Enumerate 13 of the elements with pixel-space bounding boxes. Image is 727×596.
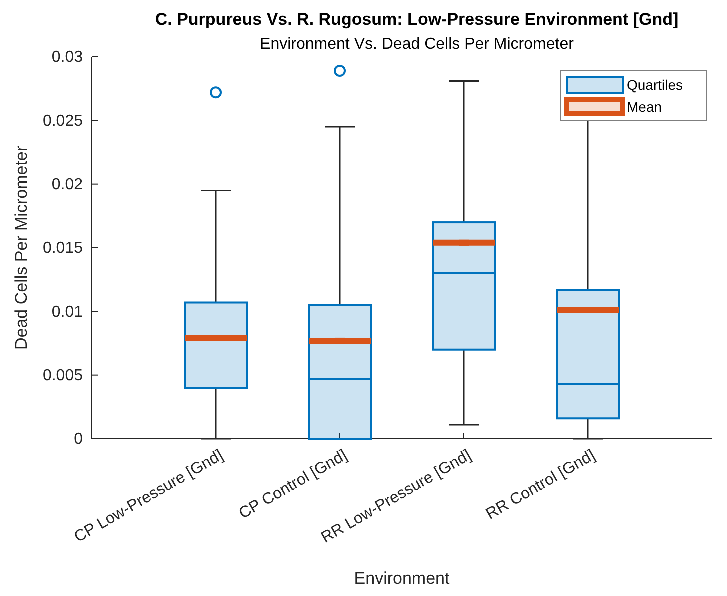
legend-label: Mean [627, 99, 662, 115]
x-axis-title: Environment [354, 569, 450, 588]
y-tick-label: 0.01 [52, 304, 84, 321]
y-tick-label: 0.03 [52, 49, 84, 66]
y-tick-label: 0 [74, 431, 84, 448]
y-tick-label: 0.005 [42, 367, 84, 384]
chart-subtitle: Environment Vs. Dead Cells Per Micrometer [260, 36, 575, 53]
legend-label: Quartiles [627, 77, 684, 93]
y-tick-label: 0.02 [52, 176, 84, 194]
chart-title: C. Purpureus Vs. R. Rugosum: Low-Pressure Environment [Gnd] [155, 10, 679, 29]
y-tick-label: 0.015 [42, 240, 84, 258]
y-tick-label: 0.025 [42, 112, 84, 130]
y-axis-title: Dead Cells Per Micrometer [12, 146, 31, 350]
